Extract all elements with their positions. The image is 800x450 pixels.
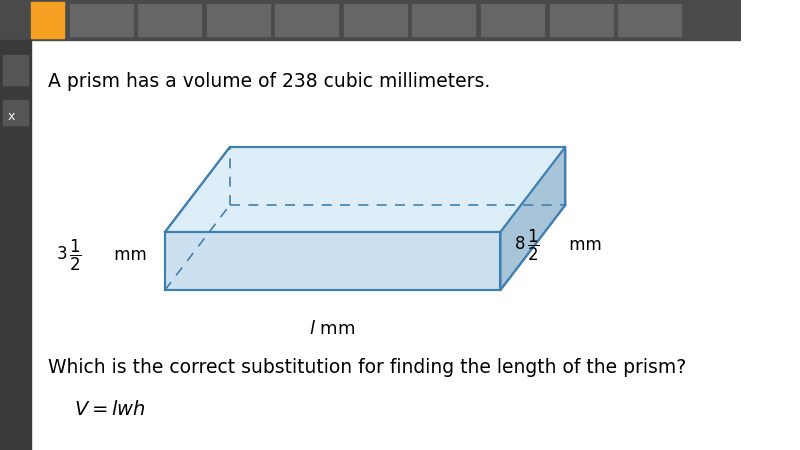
Polygon shape [165,147,566,232]
Bar [344,4,407,36]
Text: $V = lwh$: $V = lwh$ [74,400,146,419]
Bar [0,40,30,450]
Text: $8\,\dfrac{1}{2}$: $8\,\dfrac{1}{2}$ [514,227,540,263]
Bar [481,4,544,36]
Text: A prism has a volume of 238 cubic millimeters.: A prism has a volume of 238 cubic millim… [48,72,490,91]
Bar [275,4,338,36]
Text: $3\,\dfrac{1}{2}$: $3\,\dfrac{1}{2}$ [56,238,82,273]
Text: mm: mm [110,246,147,264]
Bar [2,100,28,125]
Polygon shape [501,147,566,290]
Polygon shape [165,232,501,290]
Bar [0,0,742,40]
Text: $\it{l}$ mm: $\it{l}$ mm [309,320,355,338]
Bar [550,4,613,36]
Bar [138,4,201,36]
Bar [206,4,270,36]
Bar [2,55,28,85]
Bar [30,2,64,38]
Bar [70,4,133,36]
Bar [618,4,682,36]
Text: Which is the correct substitution for finding the length of the prism?: Which is the correct substitution for fi… [48,358,686,377]
Text: mm: mm [563,236,602,254]
Bar [413,4,475,36]
Text: x: x [7,111,14,123]
